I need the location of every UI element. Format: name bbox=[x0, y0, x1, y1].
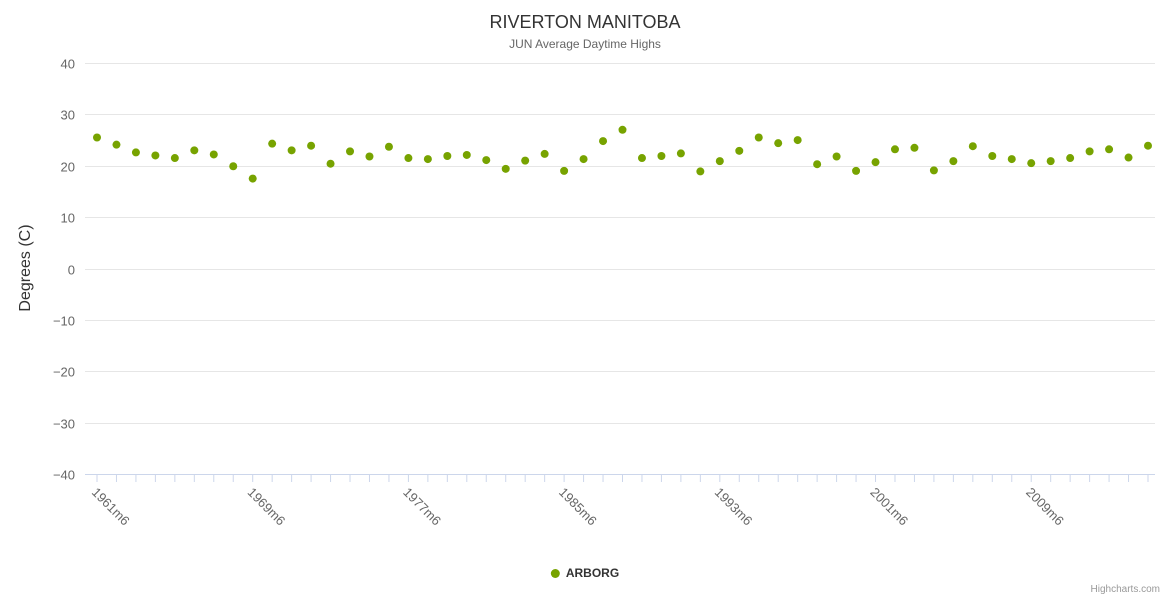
data-point[interactable] bbox=[1124, 153, 1133, 162]
legend-label: ARBORG bbox=[565, 566, 620, 580]
data-point[interactable] bbox=[968, 142, 977, 151]
data-point[interactable] bbox=[229, 162, 238, 171]
data-point[interactable] bbox=[676, 149, 685, 158]
data-point[interactable] bbox=[715, 157, 724, 166]
data-point[interactable] bbox=[462, 150, 471, 159]
legend-marker-icon bbox=[550, 568, 560, 578]
data-point[interactable] bbox=[482, 156, 491, 165]
data-point[interactable] bbox=[1105, 145, 1114, 154]
data-point[interactable] bbox=[910, 143, 919, 152]
data-point[interactable] bbox=[1007, 155, 1016, 164]
data-point[interactable] bbox=[735, 146, 744, 155]
data-point[interactable] bbox=[93, 133, 101, 142]
data-point[interactable] bbox=[307, 141, 316, 150]
data-point[interactable] bbox=[1046, 157, 1055, 166]
data-point[interactable] bbox=[560, 166, 569, 175]
x-axis-tick-label: 1961m6 bbox=[89, 485, 133, 529]
data-point[interactable] bbox=[1085, 147, 1094, 156]
data-point[interactable] bbox=[618, 125, 627, 134]
data-point[interactable] bbox=[793, 136, 802, 145]
data-point[interactable] bbox=[131, 148, 140, 157]
data-point[interactable] bbox=[540, 149, 549, 158]
data-point[interactable] bbox=[209, 150, 218, 159]
data-point[interactable] bbox=[112, 140, 121, 149]
data-point[interactable] bbox=[326, 159, 335, 168]
data-point[interactable] bbox=[949, 157, 958, 166]
data-point[interactable] bbox=[832, 152, 841, 161]
data-point[interactable] bbox=[852, 166, 861, 175]
highcharts-credit[interactable]: Highcharts.com bbox=[1090, 584, 1160, 595]
y-axis-tick-label: 30 bbox=[61, 108, 75, 123]
y-axis-tick-label: 0 bbox=[68, 263, 75, 278]
data-point[interactable] bbox=[929, 166, 938, 175]
y-axis-tick-label: −10 bbox=[53, 314, 75, 329]
data-point[interactable] bbox=[599, 137, 608, 146]
data-point[interactable] bbox=[696, 167, 705, 176]
y-axis-tick-label: 40 bbox=[61, 57, 75, 72]
data-point[interactable] bbox=[774, 139, 783, 148]
y-axis-tick-label: −30 bbox=[53, 417, 75, 432]
data-point[interactable] bbox=[170, 154, 179, 163]
data-point[interactable] bbox=[754, 133, 763, 142]
data-point[interactable] bbox=[365, 152, 374, 161]
y-axis-tick-label: −20 bbox=[53, 365, 75, 380]
data-point[interactable] bbox=[579, 155, 588, 164]
data-point[interactable] bbox=[871, 158, 880, 167]
data-point[interactable] bbox=[287, 146, 296, 155]
y-axis-tick-label: 20 bbox=[61, 160, 75, 175]
x-axis-tick-label: 2001m6 bbox=[867, 485, 911, 529]
data-point[interactable] bbox=[268, 139, 277, 148]
data-point[interactable] bbox=[637, 154, 646, 163]
data-point[interactable] bbox=[404, 154, 413, 163]
chart-subtitle: JUN Average Daytime Highs bbox=[509, 37, 661, 51]
x-axis-tick-label: 2009m6 bbox=[1023, 485, 1067, 529]
data-point[interactable] bbox=[1144, 141, 1152, 150]
y-axis-tick-label: 10 bbox=[61, 211, 75, 226]
x-axis-tick-label: 1985m6 bbox=[556, 485, 600, 529]
data-point[interactable] bbox=[813, 160, 822, 169]
data-point[interactable] bbox=[521, 156, 530, 165]
data-point[interactable] bbox=[890, 145, 899, 154]
x-axis-tick-label: 1993m6 bbox=[712, 485, 756, 529]
data-point[interactable] bbox=[423, 155, 432, 164]
x-axis-tick-label: 1969m6 bbox=[245, 485, 289, 529]
data-point[interactable] bbox=[501, 164, 510, 173]
data-point[interactable] bbox=[248, 174, 257, 183]
chart-title: RIVERTON MANITOBA bbox=[489, 12, 681, 32]
data-point[interactable] bbox=[151, 151, 160, 160]
data-point[interactable] bbox=[443, 151, 452, 160]
y-axis-tick-label: −40 bbox=[53, 468, 75, 483]
data-point[interactable] bbox=[384, 142, 393, 151]
data-point[interactable] bbox=[988, 151, 997, 160]
legend-item-arborg[interactable]: ARBORG bbox=[550, 566, 620, 580]
data-point[interactable] bbox=[1027, 159, 1036, 168]
x-axis-tick-label: 1977m6 bbox=[400, 485, 444, 529]
data-point[interactable] bbox=[1066, 154, 1075, 163]
data-point[interactable] bbox=[190, 146, 199, 155]
data-point[interactable] bbox=[657, 151, 666, 160]
data-point[interactable] bbox=[346, 147, 355, 156]
